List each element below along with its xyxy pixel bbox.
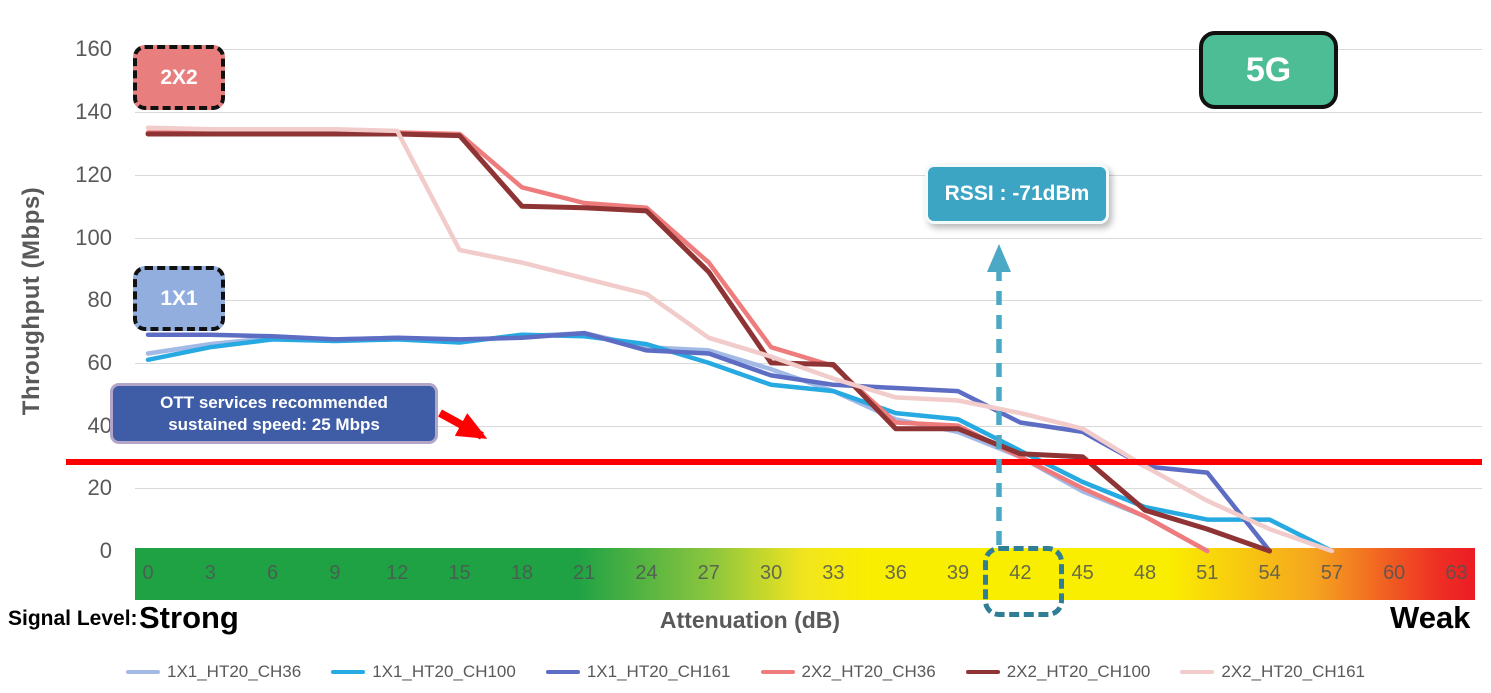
- x-tick-60: 60: [1383, 562, 1406, 584]
- y-tick-160: 160: [75, 36, 112, 62]
- x-tick-30: 30: [759, 562, 783, 584]
- legend-swatch-2X2_HT20_CH100: [965, 670, 1000, 674]
- x-tick-15: 15: [448, 562, 471, 584]
- legend-swatch-1X1_HT20_CH36: [125, 670, 160, 674]
- signal-strong-label: Strong: [139, 600, 239, 635]
- gridline-160: [135, 49, 1482, 51]
- y-tick-0: 0: [99, 538, 112, 563]
- antenna-2x2-badge: 2X2: [133, 45, 225, 110]
- ott-pointer-arrow: [438, 409, 488, 440]
- legend-item-1X1_HT20_CH100[interactable]: 1X1_HT20_CH100: [331, 662, 516, 682]
- x-tick-42: 42: [1009, 562, 1032, 584]
- y-tick-60: 60: [87, 349, 112, 375]
- y-tick-80: 80: [87, 287, 112, 313]
- x-tick-21: 21: [573, 562, 596, 584]
- legend-label: 1X1_HT20_CH100: [372, 662, 516, 681]
- ott-line1: OTT services recommended: [160, 392, 388, 412]
- x-tick-3: 3: [204, 562, 216, 584]
- x-tick-36: 36: [884, 562, 907, 584]
- gridline-120: [135, 174, 1482, 176]
- gridline-140: [135, 112, 1482, 114]
- ott-threshold-line: [66, 459, 1482, 465]
- x-tick-24: 24: [635, 562, 658, 584]
- rssi-callout: RSSI : -71dBm: [925, 164, 1109, 224]
- gridline-80: [135, 300, 1482, 302]
- x-axis-signal-band: [135, 548, 1475, 600]
- legend-item-1X1_HT20_CH161[interactable]: 1X1_HT20_CH161: [545, 662, 731, 682]
- legend-label: 2X2_HT20_CH100: [1006, 662, 1151, 681]
- legend-item-2X2_HT20_CH100[interactable]: 2X2_HT20_CH100: [965, 662, 1151, 682]
- legend-swatch-2X2_HT20_CH161: [1180, 670, 1215, 674]
- x-tick-63: 63: [1445, 562, 1468, 584]
- legend-item-1X1_HT20_CH36[interactable]: 1X1_HT20_CH36: [125, 662, 302, 682]
- x-tick-51: 51: [1196, 562, 1219, 584]
- x-tick-9: 9: [329, 562, 341, 584]
- x-tick-27: 27: [697, 562, 720, 584]
- band-5g-badge: 5G: [1199, 31, 1338, 109]
- y-tick-20: 20: [87, 475, 112, 501]
- x-axis-title: Attenuation (dB): [659, 607, 841, 633]
- x-tick-6: 6: [267, 562, 279, 584]
- gridline-20: [135, 488, 1482, 490]
- legend-swatch-1X1_HT20_CH161: [545, 670, 580, 674]
- legend-swatch-2X2_HT20_CH36: [760, 670, 795, 674]
- legend-label: 1X1_HT20_CH161: [586, 662, 731, 681]
- chart-legend: 1X1_HT20_CH36 1X1_HT20_CH100 1X1_HT20_CH16…: [0, 662, 1491, 682]
- x-tick-54: 54: [1258, 562, 1281, 584]
- x-tick-12: 12: [386, 562, 409, 584]
- signal-level-label: Signal Level:: [8, 607, 138, 630]
- legend-label: 1X1_HT20_CH36: [166, 662, 302, 681]
- gridline-60: [135, 362, 1482, 364]
- legend-item-2X2_HT20_CH36[interactable]: 2X2_HT20_CH36: [760, 662, 936, 682]
- signal-weak-label: Weak: [1390, 600, 1471, 635]
- x-tick-0: 0: [142, 562, 154, 584]
- y-tick-140: 140: [75, 99, 112, 125]
- x-tick-18: 18: [510, 562, 533, 584]
- x-tick-45: 45: [1071, 562, 1094, 584]
- ott-line2: sustained speed: 25 Mbps: [168, 414, 380, 434]
- y-tick-120: 120: [75, 161, 112, 187]
- attenuation-42-highlight-box: [983, 546, 1064, 617]
- x-tick-33: 33: [822, 562, 845, 584]
- legend-item-2X2_HT20_CH161[interactable]: 2X2_HT20_CH161: [1180, 662, 1365, 682]
- x-tick-57: 57: [1320, 562, 1343, 584]
- x-tick-48: 48: [1133, 562, 1157, 584]
- legend-label: 2X2_HT20_CH161: [1221, 662, 1366, 681]
- y-tick-40: 40: [87, 412, 112, 438]
- antenna-1x1-badge: 1X1: [133, 266, 225, 331]
- legend-label: 2X2_HT20_CH36: [801, 662, 936, 681]
- ott-recommendation-callout: OTT services recommended sustained speed…: [110, 383, 438, 444]
- y-tick-100: 100: [75, 224, 112, 250]
- gridline-100: [135, 237, 1482, 239]
- x-tick-39: 39: [946, 562, 970, 584]
- legend-swatch-1X1_HT20_CH100: [331, 670, 366, 674]
